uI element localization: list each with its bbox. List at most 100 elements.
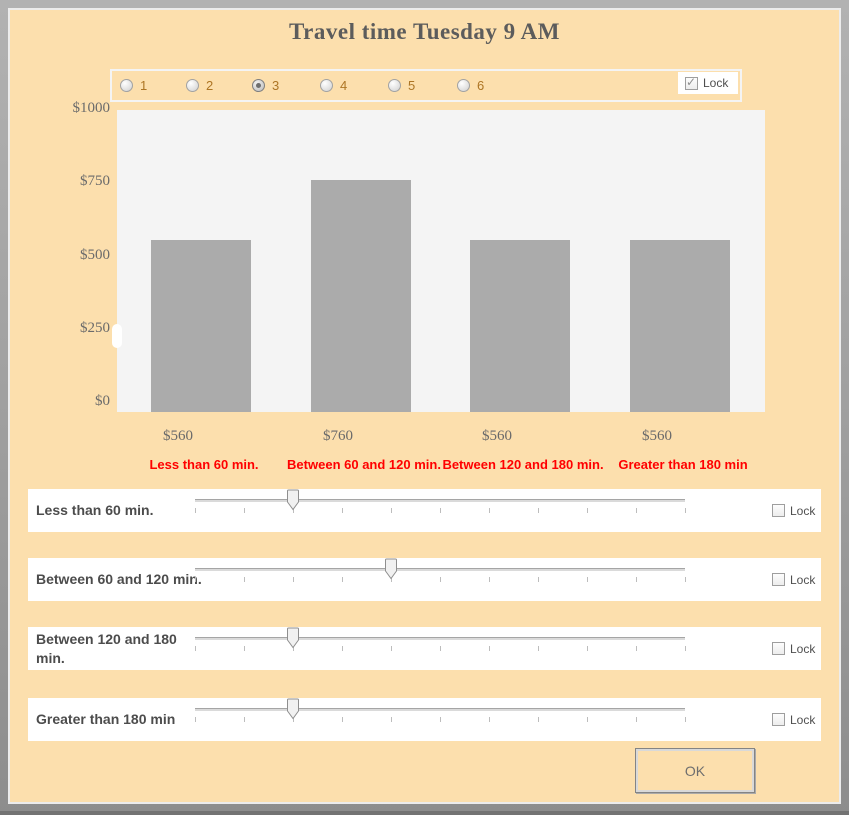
lock-label: Lock — [790, 641, 816, 656]
slider-tick — [195, 508, 196, 513]
slider-label: Less than 60 min. — [36, 502, 154, 519]
slider-tick — [685, 577, 686, 582]
slider-tick — [342, 717, 343, 722]
slider-tick — [538, 508, 539, 513]
slider-label: Between 60 and 120 min. — [36, 571, 202, 588]
profile-radio-6[interactable]: 6 — [457, 71, 484, 100]
slider-tick — [293, 646, 294, 651]
slider-track[interactable] — [195, 708, 685, 711]
radio-option-label: 3 — [272, 78, 280, 93]
slider-tick — [587, 508, 588, 513]
lock-checkbox[interactable] — [772, 642, 785, 655]
radio-icon — [457, 79, 470, 92]
slider-tick — [293, 717, 294, 722]
radio-option-label: 6 — [477, 78, 485, 93]
bar-value-label: $760 — [323, 428, 353, 444]
profile-radio-group: 1 2 3 4 5 6 — [110, 69, 742, 102]
slider-label: Greater than 180 min — [36, 711, 176, 728]
radio-option-label: 4 — [340, 78, 348, 93]
profile-radio-3[interactable]: 3 — [252, 71, 279, 100]
slider-tick — [685, 717, 686, 722]
slider-track[interactable] — [195, 499, 685, 502]
radio-icon — [388, 79, 401, 92]
chart-lock-control[interactable]: ✓ Lock — [678, 72, 738, 94]
slider-thumb[interactable] — [286, 627, 300, 649]
slider-tick — [391, 577, 392, 582]
slider-tick — [391, 646, 392, 651]
slider-tick — [293, 508, 294, 513]
slider-tick — [342, 646, 343, 651]
bar-value-label: $560 — [163, 428, 193, 444]
y-axis-tick-label: $0 — [95, 393, 110, 409]
bar-category-label: Greater than 180 min — [618, 457, 748, 472]
slider-tick — [636, 577, 637, 582]
lock-checkbox[interactable] — [772, 504, 785, 517]
slider-thumb[interactable] — [286, 698, 300, 720]
slider-tick — [391, 717, 392, 722]
bar-value-label: $560 — [482, 428, 512, 444]
slider-tick — [244, 717, 245, 722]
slider-thumb[interactable] — [286, 489, 300, 511]
slider-label: Between 120 and 180 min. — [36, 631, 177, 666]
slider-tick — [244, 646, 245, 651]
lock-label: Lock — [703, 76, 729, 90]
slider-track[interactable] — [195, 568, 685, 571]
slider-lock-control[interactable]: Lock — [772, 558, 815, 601]
profile-radio-2[interactable]: 2 — [186, 71, 213, 100]
slider-tick — [587, 717, 588, 722]
slider-tick — [195, 646, 196, 651]
slider-tick — [685, 508, 686, 513]
radio-option-label: 2 — [206, 78, 214, 93]
slider-track[interactable] — [195, 637, 685, 640]
bar-category-label: Between 120 and 180 min. — [442, 457, 604, 472]
slider-tick — [538, 646, 539, 651]
lock-label: Lock — [790, 712, 816, 727]
page-title: Travel time Tuesday 9 AM — [289, 19, 560, 44]
y-axis-tick-label: $1000 — [72, 100, 111, 116]
slider-tick — [538, 717, 539, 722]
slider-lock-control[interactable]: Lock — [772, 627, 815, 670]
bar-value-label: $560 — [642, 428, 672, 444]
slider-lock-control[interactable]: Lock — [772, 698, 815, 741]
ok-button[interactable]: OK — [635, 748, 755, 793]
slider-tick — [293, 577, 294, 582]
radio-option-label: 5 — [408, 78, 416, 93]
slider-tick — [195, 577, 196, 582]
lock-checkbox[interactable]: ✓ — [685, 74, 698, 90]
check-mark-icon: ✓ — [686, 74, 697, 89]
slider-tick — [489, 577, 490, 582]
slider-tick — [685, 646, 686, 651]
y-axis-tick-label: $250 — [80, 319, 110, 336]
slider-tick — [636, 717, 637, 722]
slider-tick — [538, 577, 539, 582]
slider-tick — [244, 508, 245, 513]
profile-radio-1[interactable]: 1 — [120, 71, 147, 100]
y-axis-tick-label: $750 — [80, 173, 110, 190]
lock-label: Lock — [790, 503, 816, 518]
lock-checkbox[interactable] — [772, 713, 785, 726]
bar-category-label: Less than 60 min. — [149, 457, 259, 472]
radio-icon — [186, 79, 199, 92]
chart-bar — [470, 240, 570, 412]
slider-row-greater-180: Greater than 180 min Lock — [28, 698, 821, 741]
slider-thumb[interactable] — [384, 558, 398, 580]
slider-tick — [489, 646, 490, 651]
profile-radio-4[interactable]: 4 — [320, 71, 347, 100]
lock-checkbox[interactable] — [772, 573, 785, 586]
axis-notch-marker — [112, 324, 122, 348]
slider-lock-control[interactable]: Lock — [772, 489, 815, 532]
y-axis-tick-label: $500 — [80, 246, 110, 263]
bar-category-label: Between 60 and 120 min. — [287, 457, 441, 472]
slider-tick — [636, 646, 637, 651]
slider-tick — [391, 508, 392, 513]
lock-label: Lock — [790, 572, 816, 587]
slider-tick — [440, 717, 441, 722]
window-frame-bottom-edge — [0, 811, 849, 815]
slider-tick — [489, 508, 490, 513]
radio-icon — [252, 79, 265, 92]
chart-bar — [311, 180, 411, 412]
chart-bar — [151, 240, 251, 412]
slider-row-between-60-120: Between 60 and 120 min. Lock — [28, 558, 821, 601]
slider-tick — [489, 717, 490, 722]
profile-radio-5[interactable]: 5 — [388, 71, 415, 100]
